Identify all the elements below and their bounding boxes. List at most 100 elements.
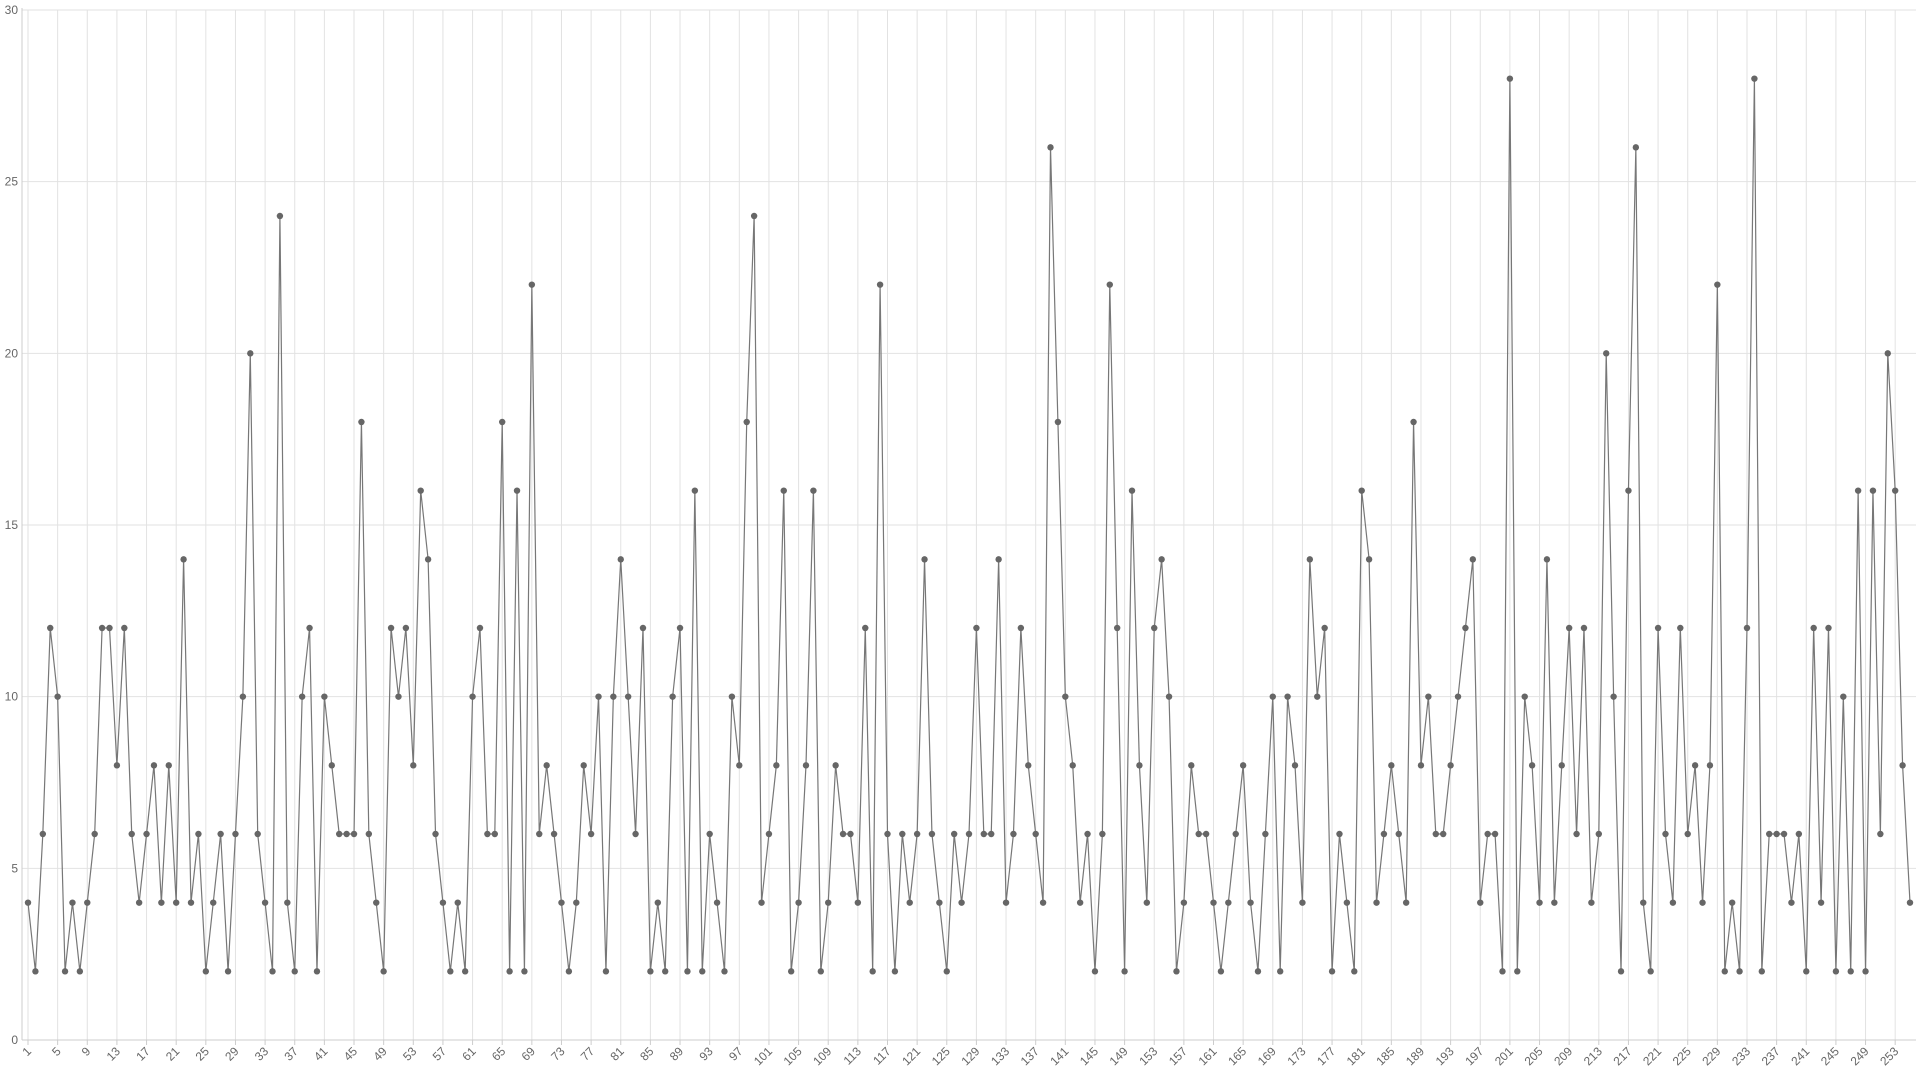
x-tick-label: 73 (548, 1044, 568, 1064)
data-point (1780, 830, 1788, 838)
data-point (39, 830, 47, 838)
data-point (439, 899, 447, 906)
x-tick-label: 109 (810, 1044, 834, 1068)
data-point (1906, 899, 1914, 906)
data-point (298, 693, 306, 700)
data-point (513, 487, 521, 494)
data-point (1536, 899, 1543, 906)
data-point (787, 968, 795, 975)
data-point (106, 624, 113, 632)
data-point (1499, 968, 1506, 975)
data-point (980, 830, 988, 838)
data-point (180, 556, 187, 563)
x-tick-label: 17 (133, 1044, 153, 1064)
data-point (165, 762, 172, 769)
data-point (269, 968, 276, 975)
data-point (639, 624, 647, 632)
data-point (387, 624, 395, 632)
x-tick-label: 81 (608, 1044, 628, 1064)
data-point (1380, 830, 1388, 838)
data-point (988, 830, 995, 838)
data-point (1610, 693, 1617, 700)
data-point (1714, 281, 1721, 288)
data-point (506, 968, 513, 975)
data-point (1276, 968, 1284, 975)
y-tick-label: 10 (5, 690, 19, 704)
data-point (795, 899, 802, 906)
data-point (47, 624, 54, 632)
x-tick-label: 105 (781, 1044, 805, 1068)
x-tick-label: 53 (400, 1044, 420, 1064)
data-point (1136, 762, 1143, 769)
data-point (684, 968, 691, 975)
x-tick-label: 121 (899, 1044, 923, 1068)
x-tick-label: 9 (79, 1044, 94, 1059)
data-point (662, 968, 669, 975)
x-tick-label: 137 (1018, 1044, 1042, 1068)
data-point (1202, 830, 1210, 838)
x-tick-label: 89 (667, 1044, 687, 1064)
x-tick-label: 245 (1818, 1044, 1842, 1068)
data-point (1632, 144, 1640, 151)
data-point (891, 968, 899, 975)
x-tick-label: 45 (341, 1044, 361, 1064)
x-tick-label: 149 (1107, 1044, 1131, 1068)
data-point (1728, 899, 1736, 906)
data-point (1025, 762, 1032, 769)
x-tick-label: 57 (430, 1044, 450, 1064)
data-point (602, 968, 610, 975)
data-point (1165, 693, 1173, 700)
data-point (150, 762, 158, 769)
data-point (1262, 830, 1269, 838)
data-point (1321, 624, 1328, 632)
data-point (1039, 899, 1047, 906)
data-point (1706, 762, 1714, 769)
data-point (817, 968, 825, 975)
data-point (1343, 899, 1351, 906)
data-point (232, 830, 239, 838)
data-point (1440, 830, 1447, 838)
data-point (1151, 624, 1158, 632)
x-tick-label: 77 (578, 1044, 598, 1064)
data-point (1284, 693, 1291, 700)
data-point (1062, 693, 1069, 700)
data-point (321, 693, 328, 700)
data-point (1528, 762, 1536, 769)
data-point (595, 693, 602, 700)
x-tick-label: 5 (49, 1044, 64, 1059)
data-point (1625, 487, 1632, 494)
data-point (854, 899, 862, 906)
x-tick-label: 201 (1492, 1044, 1516, 1068)
data-point (958, 899, 965, 906)
data-point (973, 624, 980, 632)
data-point (1677, 624, 1684, 632)
data-point (1388, 762, 1395, 769)
data-point (1410, 418, 1417, 426)
data-point (239, 693, 247, 700)
data-point (1173, 968, 1180, 975)
data-point (350, 830, 358, 838)
x-tick-label: 85 (637, 1044, 657, 1064)
x-tick-label: 241 (1788, 1044, 1812, 1068)
data-point (1758, 968, 1766, 975)
x-tick-label: 41 (311, 1044, 331, 1064)
data-point (291, 968, 298, 975)
x-tick-label: 193 (1433, 1044, 1457, 1068)
data-point (1877, 830, 1884, 838)
y-tick-label: 5 (11, 861, 18, 875)
data-point (1365, 556, 1373, 563)
data-point (943, 968, 950, 975)
x-tick-label: 213 (1581, 1044, 1605, 1068)
x-tick-label: 69 (519, 1044, 539, 1064)
data-point (1477, 899, 1484, 906)
data-point (454, 899, 461, 906)
data-point (1299, 899, 1306, 906)
x-tick-label: 61 (459, 1044, 479, 1064)
data-point (1573, 830, 1580, 838)
x-tick-label: 13 (104, 1044, 124, 1064)
data-point (499, 418, 506, 426)
data-point (1751, 75, 1758, 82)
data-point (1395, 830, 1402, 838)
